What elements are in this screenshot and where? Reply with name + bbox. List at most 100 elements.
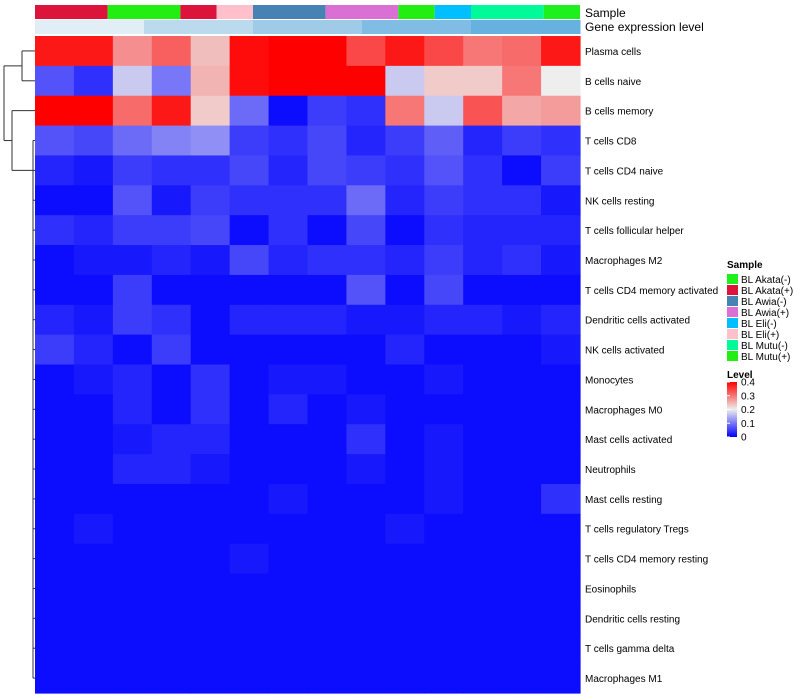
level-tick-label: 0.3 bbox=[741, 391, 755, 402]
heatmap-cell bbox=[268, 663, 309, 694]
heatmap-cell bbox=[385, 454, 425, 485]
heatmap-cell bbox=[463, 394, 503, 425]
gene-expression-annotation-bar bbox=[35, 20, 581, 34]
heatmap-cell bbox=[151, 483, 192, 515]
heatmap-cell bbox=[463, 454, 503, 485]
heatmap-cell bbox=[268, 215, 309, 246]
heatmap-cell bbox=[463, 573, 503, 605]
heatmap-cell bbox=[112, 483, 153, 515]
heatmap-cell bbox=[268, 245, 309, 276]
heatmap-cell bbox=[268, 334, 309, 366]
heatmap-cell bbox=[73, 36, 114, 67]
sample-legend-swatch bbox=[727, 329, 738, 339]
heatmap-cell bbox=[463, 36, 503, 67]
heatmap-cell bbox=[385, 36, 425, 67]
heatmap-cell bbox=[463, 513, 503, 545]
heatmap-cell bbox=[502, 274, 542, 306]
heatmap-cell bbox=[35, 334, 75, 366]
row-label: NK cells activated bbox=[585, 346, 664, 357]
heatmap-cell bbox=[35, 65, 75, 97]
heatmap-cell bbox=[190, 185, 231, 216]
heatmap-cell bbox=[541, 513, 581, 545]
heatmap-cell bbox=[502, 36, 542, 67]
heatmap-cell bbox=[35, 483, 75, 515]
heatmap-cell bbox=[424, 663, 464, 694]
heatmap-cell bbox=[190, 95, 231, 127]
gene-expression-cell bbox=[107, 20, 145, 34]
heatmap-cell bbox=[73, 573, 114, 605]
heatmap-cell bbox=[268, 364, 309, 395]
sample-annotation-segment bbox=[471, 5, 544, 19]
heatmap-cell bbox=[541, 95, 581, 127]
heatmap-cell bbox=[151, 36, 192, 67]
heatmap-cell bbox=[190, 364, 231, 395]
sample-legend-label: BL Akata(-) bbox=[741, 275, 791, 286]
heatmap-cell bbox=[229, 424, 270, 455]
heatmap-cell bbox=[268, 394, 309, 425]
heatmap-cell bbox=[307, 543, 348, 575]
gene-expression-cell bbox=[144, 20, 181, 34]
heatmap-cell bbox=[112, 513, 153, 545]
heatmap-cell bbox=[190, 155, 231, 186]
heatmap-cell bbox=[151, 65, 192, 97]
row-label: Mast cells activated bbox=[585, 435, 672, 446]
heatmap-cell bbox=[502, 483, 542, 515]
row-label: Monocytes bbox=[585, 375, 633, 386]
heatmap-cell bbox=[502, 245, 542, 276]
heatmap-cell bbox=[307, 215, 348, 246]
heatmap-cell bbox=[35, 573, 75, 605]
heatmap-cell bbox=[35, 245, 75, 276]
heatmap-cell bbox=[502, 543, 542, 575]
heatmap-cell bbox=[385, 334, 425, 366]
heatmap-cell bbox=[463, 543, 503, 575]
heatmap-cell bbox=[385, 245, 425, 276]
sample-annotation-segment bbox=[325, 5, 399, 19]
heatmap-cell bbox=[463, 663, 503, 694]
heatmap-cell bbox=[385, 125, 425, 157]
heatmap-cell bbox=[424, 65, 464, 97]
heatmap-cell bbox=[73, 334, 114, 366]
heatmap-cell bbox=[541, 483, 581, 515]
heatmap-cell bbox=[307, 483, 348, 515]
heatmap-cell bbox=[73, 364, 114, 395]
heatmap-cell bbox=[502, 215, 542, 246]
heatmap-cell bbox=[151, 663, 192, 694]
heatmap-cell bbox=[35, 543, 75, 575]
heatmap-cell bbox=[346, 663, 386, 694]
level-legend-title: Level bbox=[727, 370, 753, 381]
heatmap-cell bbox=[73, 245, 114, 276]
heatmap-cell bbox=[229, 364, 270, 395]
heatmap-cell bbox=[385, 633, 425, 664]
heatmap-cell bbox=[151, 633, 192, 664]
sample-legend-label: BL Akata(+) bbox=[741, 286, 793, 297]
heatmap-cell bbox=[541, 573, 581, 605]
heatmap-cell bbox=[268, 633, 309, 664]
row-label: Macrophages M2 bbox=[585, 256, 663, 267]
heatmap-cell bbox=[502, 65, 542, 97]
heatmap-cell bbox=[35, 274, 75, 306]
heatmap-cell bbox=[424, 603, 464, 634]
row-label: Macrophages M1 bbox=[585, 674, 663, 685]
heatmap-cell bbox=[190, 65, 231, 97]
heatmap-cell bbox=[307, 304, 348, 336]
heatmap-cell bbox=[385, 95, 425, 127]
heatmap-cell bbox=[73, 155, 114, 186]
heatmap-cell bbox=[268, 95, 309, 127]
heatmap-cell bbox=[112, 95, 153, 127]
heatmap-cell bbox=[463, 95, 503, 127]
heatmap-cell bbox=[190, 454, 231, 485]
heatmap-cell bbox=[307, 155, 348, 186]
sample-annotation-bar bbox=[35, 5, 580, 19]
heatmap-cell bbox=[35, 454, 75, 485]
heatmap-cell bbox=[190, 394, 231, 425]
level-tick-label: 0.4 bbox=[741, 378, 755, 389]
heatmap-cell bbox=[151, 215, 192, 246]
heatmap-cell bbox=[112, 454, 153, 485]
gene-expression-cell bbox=[216, 20, 254, 34]
heatmap-cell bbox=[229, 65, 270, 97]
heatmap-cell bbox=[541, 663, 581, 694]
heatmap-cell bbox=[307, 364, 348, 395]
heatmap-cell bbox=[541, 603, 581, 634]
gene-expression-cell bbox=[180, 20, 218, 34]
level-legend: Level 0.4 0.3 0.2 0.1 0 bbox=[727, 370, 755, 444]
